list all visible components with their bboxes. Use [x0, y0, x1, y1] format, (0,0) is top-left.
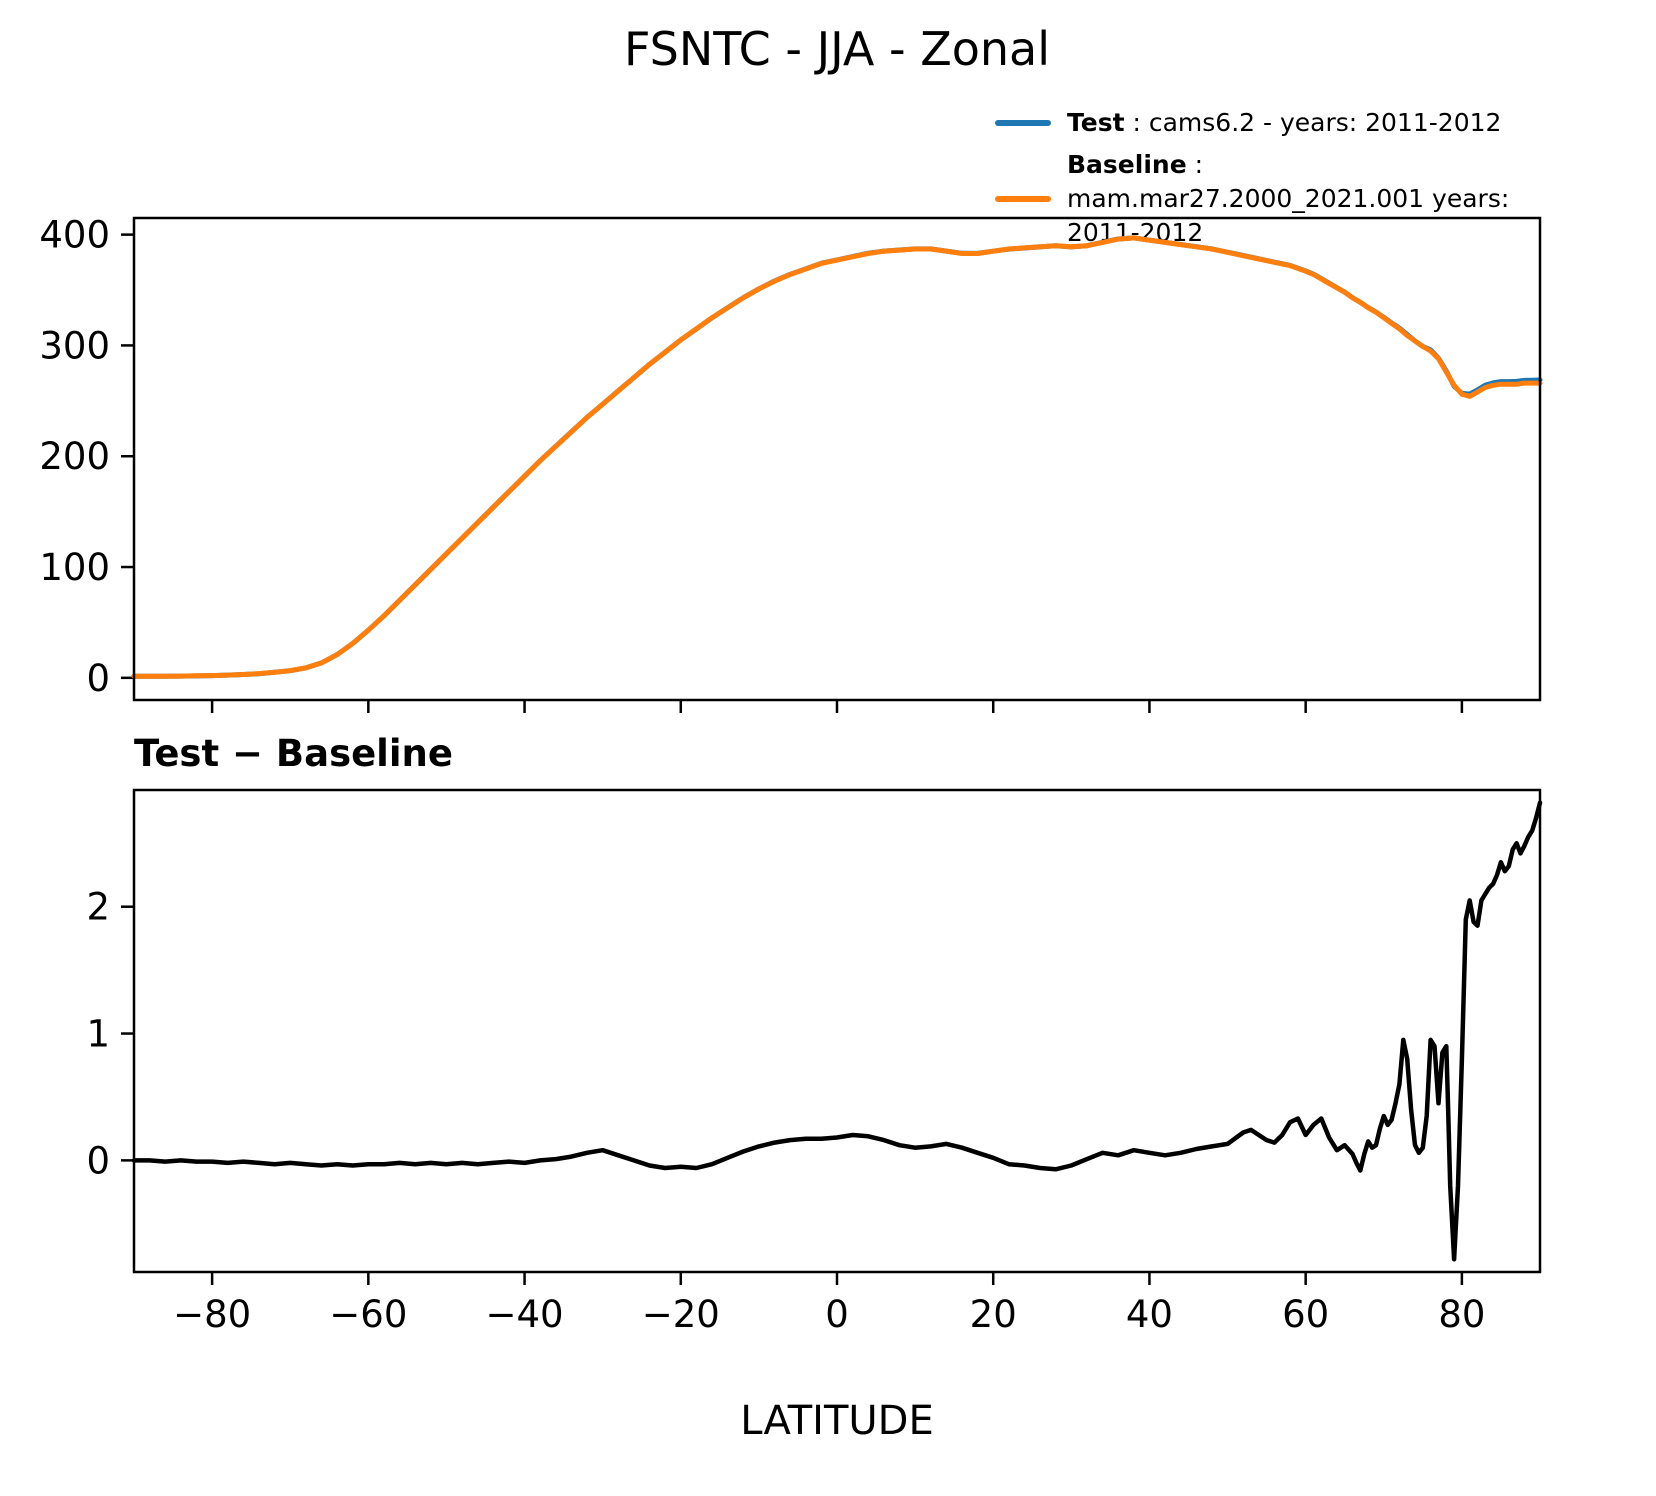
test-line-swatch — [995, 120, 1051, 126]
figure-title: FSNTC - JJA - Zonal — [623, 22, 1051, 76]
axes-frame — [132, 216, 1542, 702]
y-tick-label: 300 — [39, 324, 110, 367]
x-tick-label: 60 — [1282, 1293, 1329, 1336]
y-tick-label: 100 — [39, 546, 110, 589]
baseline-line — [131, 235, 1543, 679]
x-tick-label: 0 — [825, 1293, 849, 1336]
legend-baseline-separator: : — [1186, 150, 1204, 179]
legend-label-test: Test : cams6.2 - years: 2011-2012 — [1067, 106, 1501, 140]
axes-frame — [132, 788, 1542, 1274]
legend-test-separator: : — [1124, 108, 1149, 137]
x-tick-label: −20 — [642, 1293, 720, 1336]
y-tick-label: 2 — [86, 886, 110, 929]
main-plot: 0 100 200 300 400 — [39, 214, 1543, 713]
y-tick-label: 1 — [86, 1013, 110, 1056]
baseline-line-swatch — [995, 196, 1051, 202]
x-tick-label: −40 — [486, 1293, 564, 1336]
legend-label-baseline: Baseline : mam.mar27.2000_2021.001 years… — [1067, 148, 1555, 250]
legend: Test : cams6.2 - years: 2011-2012 Baseli… — [995, 106, 1555, 258]
diff-plot: −80 −60 −40 −20 0 20 40 60 80 0 1 2 — [86, 788, 1543, 1336]
y-tick-label: 400 — [39, 214, 110, 257]
legend-test-desc: cams6.2 - years: 2011-2012 — [1148, 108, 1502, 137]
legend-baseline-desc: mam.mar27.2000_2021.001 years: 2011-2012 — [1067, 184, 1510, 247]
x-tick-label: −80 — [173, 1293, 251, 1336]
diff-line — [131, 800, 1543, 1262]
test-line — [131, 235, 1543, 679]
legend-item-test: Test : cams6.2 - years: 2011-2012 — [995, 106, 1555, 140]
x-tick-label: −60 — [329, 1293, 407, 1336]
legend-test-name: Test — [1067, 108, 1125, 137]
legend-item-baseline: Baseline : mam.mar27.2000_2021.001 years… — [995, 148, 1555, 250]
x-axis-label: LATITUDE — [740, 1398, 934, 1444]
x-tick-label: 40 — [1126, 1293, 1173, 1336]
y-tick-label: 0 — [86, 657, 110, 700]
y-tick-label: 200 — [39, 435, 110, 478]
x-tick-label: 80 — [1438, 1293, 1485, 1336]
y-tick-label: 0 — [86, 1139, 110, 1182]
x-tick-label: 20 — [970, 1293, 1017, 1336]
diff-plot-title: Test − Baseline — [134, 732, 453, 775]
legend-baseline-name: Baseline — [1067, 150, 1187, 179]
